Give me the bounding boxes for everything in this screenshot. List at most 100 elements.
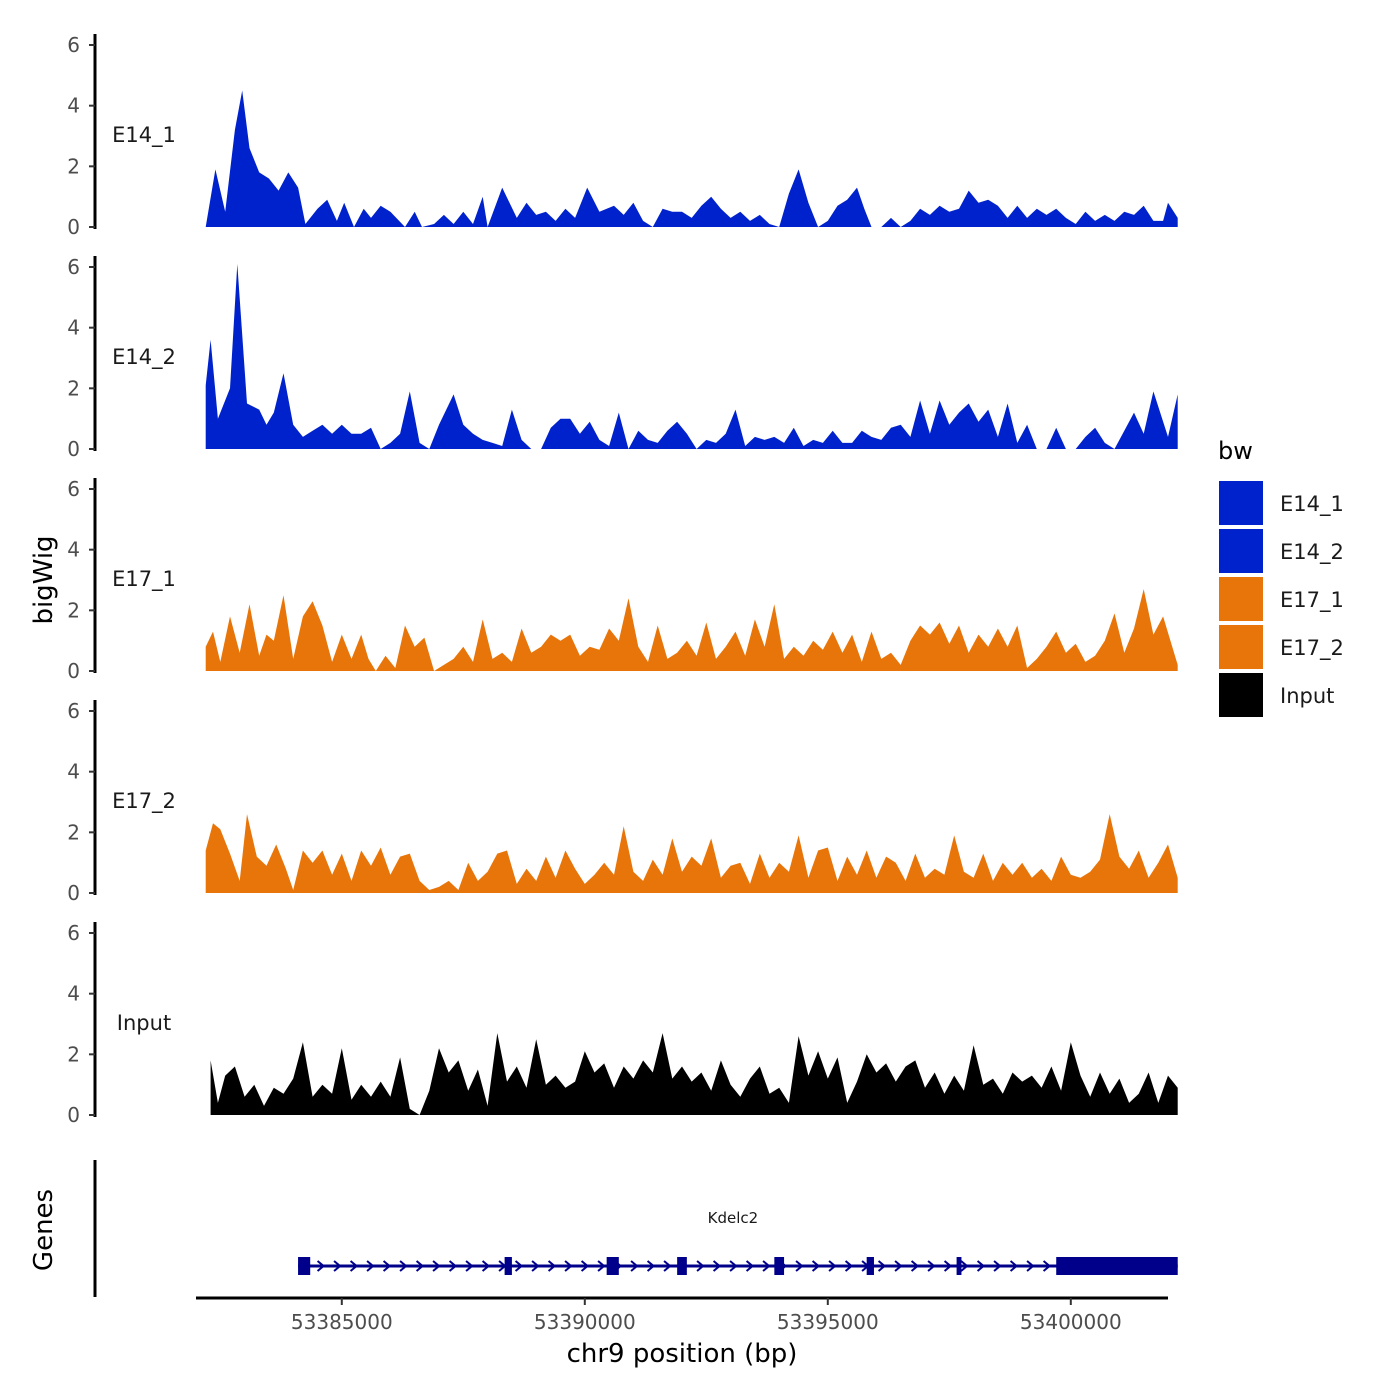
strand-arrow [531,1260,540,1272]
y-tick-label: 6 [67,255,80,279]
strand-arrow [316,1260,326,1272]
strand-arrow [696,1260,705,1272]
legend-swatch-E17_1 [1217,575,1265,623]
legend-label: E14_2 [1280,540,1344,565]
y-tick-label: 4 [67,316,80,340]
y-tick-label: 4 [67,982,80,1006]
y-tick-label: 6 [67,33,80,57]
genes-panel: Kdelc2 [93,1160,1178,1297]
legend-title: bw [1218,437,1253,465]
x-axis-title: chr9 position (bp) [567,1339,798,1369]
strand-arrow [745,1260,755,1272]
strand-arrow [597,1260,606,1272]
exon [956,1257,962,1275]
legend-label: E17_2 [1280,636,1344,661]
exon [298,1257,311,1275]
y-tick-label: 0 [67,215,80,239]
exon [504,1257,512,1275]
strand-arrow [1009,1260,1019,1272]
signal-area-E14_1 [205,90,1178,227]
strand-arrow [976,1260,986,1272]
y-tick-label: 2 [67,154,80,178]
track-E17_1: 0 2 4 6 E17_1 [67,477,1178,683]
strand-arrow [663,1260,672,1272]
y-tick-label: 2 [67,1042,80,1066]
strand-arrow [333,1260,342,1272]
strand-arrow [399,1260,408,1272]
legend-label: E14_1 [1280,492,1344,517]
strand-arrow [448,1260,458,1272]
legend-swatch-E14_2 [1217,527,1265,575]
strand-arrow [811,1260,821,1272]
strand-arrow [712,1260,722,1272]
legend-swatch-E14_1 [1217,479,1265,527]
strand-arrow [993,1260,1002,1272]
y-tick-label: 6 [67,921,80,945]
exon [774,1257,785,1275]
x-tick-label: 53385000 [291,1310,393,1334]
strand-arrow [646,1260,656,1272]
strand-arrow [927,1260,936,1272]
track-E14_1: 0 2 4 6 E14_1 [67,33,1178,239]
y-tick-label: 0 [67,437,80,461]
y-tick-label: 0 [67,1103,80,1127]
strand-arrow [960,1260,969,1272]
track-label: E17_2 [112,789,176,814]
strand-arrow [894,1260,903,1272]
signal-area-Input [210,1033,1178,1115]
strand-arrow [514,1260,524,1272]
strand-arrow [366,1260,375,1272]
strand-arrow [382,1260,392,1272]
y-tick-label: 2 [67,376,80,400]
track-label: E17_1 [112,567,176,592]
legend-label: Input [1280,684,1334,708]
genes-axis-title: Genes [29,1189,59,1271]
y-tick-label: 4 [67,760,80,784]
y-axis-title: bigWig [29,535,59,624]
y-tick-label: 0 [67,659,80,683]
gene-label: Kdelc2 [708,1209,759,1227]
y-tick-label: 2 [67,598,80,622]
y-tick-label: 0 [67,881,80,905]
signal-tracks: 0 2 4 6 E14_1 0 2 4 6 E14_2 0 2 4 6 E17_1 0 2 4 6 E17_2 0 2 4 6… [67,33,1178,1127]
exon [866,1257,874,1275]
strand-arrow [630,1260,639,1272]
strand-arrow [795,1260,804,1272]
track-label: Input [117,1011,171,1035]
x-tick-label: 53390000 [534,1310,636,1334]
legend: bw E14_1 E14_2 E17_1 E17_2 Input [1217,437,1344,719]
signal-area-E14_2 [205,264,1178,449]
strand-arrow [1026,1260,1035,1272]
exon [606,1257,619,1275]
strand-arrow [432,1260,441,1272]
strand-arrow [415,1260,425,1272]
track-label: E14_2 [112,345,176,370]
y-tick-label: 4 [67,94,80,118]
strand-arrow [580,1260,590,1272]
strand-arrow [943,1260,953,1272]
track-label: E14_1 [112,123,176,148]
exon [1056,1257,1178,1275]
track-E17_2: 0 2 4 6 E17_2 [67,699,1178,905]
y-tick-label: 6 [67,699,80,723]
x-tick-label: 53400000 [1020,1310,1122,1334]
gene-Kdelc2: Kdelc2 [298,1209,1178,1275]
x-axis: 53385000 53390000 53395000 53400000 [196,1296,1168,1334]
strand-arrow [465,1260,474,1272]
strand-arrow [349,1260,359,1272]
y-tick-label: 6 [67,477,80,501]
y-tick-label: 2 [67,820,80,844]
exon [677,1257,687,1275]
x-tick-label: 53395000 [777,1310,879,1334]
y-tick-label: 4 [67,538,80,562]
track-E14_2: 0 2 4 6 E14_2 [67,255,1178,461]
legend-swatch-Input [1217,671,1265,719]
strand-arrow [762,1260,771,1272]
strand-arrow [844,1260,854,1272]
strand-arrow [481,1260,491,1272]
track-Input: 0 2 4 6 Input [67,921,1178,1127]
strand-arrow [547,1260,557,1272]
legend-swatch-E17_2 [1217,623,1265,671]
strand-arrow [910,1260,920,1272]
